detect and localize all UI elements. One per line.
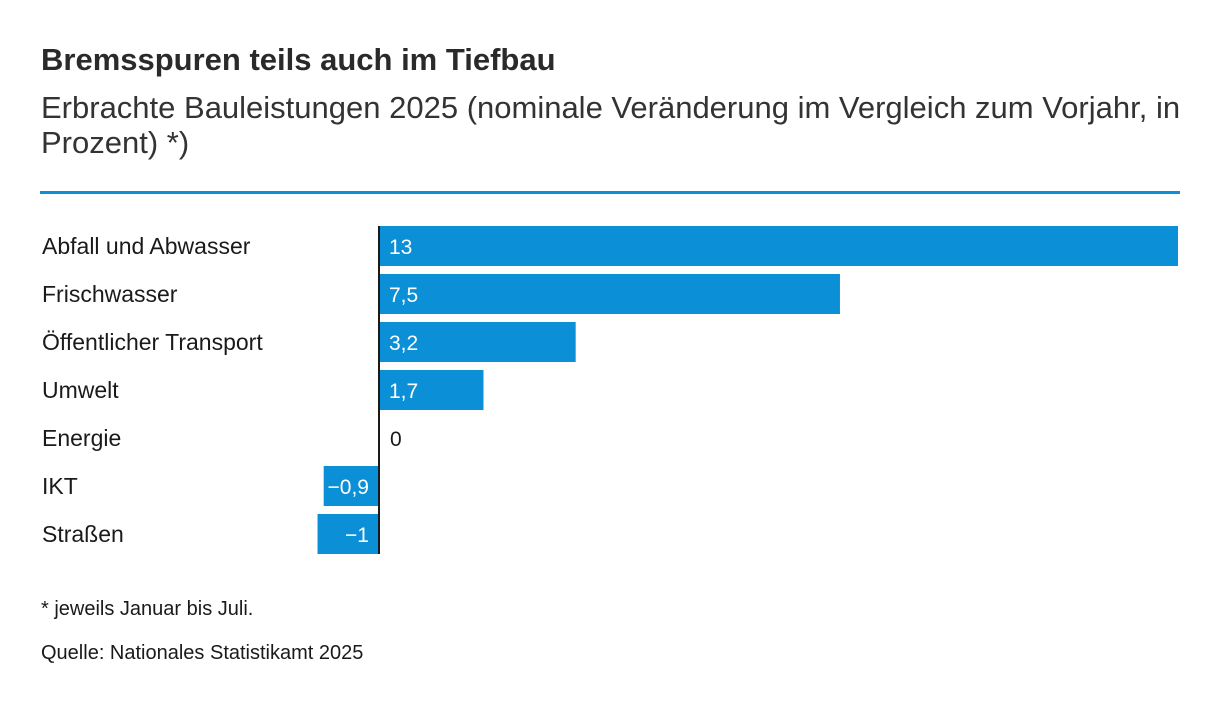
bar bbox=[379, 274, 840, 314]
title-divider bbox=[40, 191, 1180, 194]
footnote: * jeweils Januar bis Juli. bbox=[41, 598, 254, 620]
category-label: IKT bbox=[42, 473, 78, 499]
source-note: Quelle: Nationales Statistikamt 2025 bbox=[41, 642, 364, 664]
category-label: Energie bbox=[42, 425, 121, 451]
category-label: Abfall und Abwasser bbox=[42, 233, 251, 259]
category-label: Umwelt bbox=[42, 377, 119, 403]
data-label: 0 bbox=[390, 428, 402, 451]
bar bbox=[317, 514, 379, 554]
bar bbox=[379, 370, 484, 410]
data-label: 3,2 bbox=[389, 332, 418, 355]
data-label: −0,9 bbox=[328, 476, 369, 499]
data-label: 7,5 bbox=[389, 284, 418, 307]
data-label: 1,7 bbox=[389, 380, 418, 403]
bar bbox=[379, 226, 1178, 266]
chart-subtitle: Erbrachte Bauleistungen 2025 (nominale V… bbox=[41, 90, 1181, 160]
bar bbox=[379, 322, 576, 362]
bar bbox=[323, 466, 379, 506]
data-label: 13 bbox=[389, 236, 412, 259]
category-label: Öffentlicher Transport bbox=[42, 329, 263, 355]
category-label: Straßen bbox=[42, 521, 124, 547]
category-label: Frischwasser bbox=[42, 281, 178, 307]
chart-title: Bremsspuren teils auch im Tiefbau bbox=[41, 42, 556, 77]
data-label: −1 bbox=[345, 524, 369, 547]
